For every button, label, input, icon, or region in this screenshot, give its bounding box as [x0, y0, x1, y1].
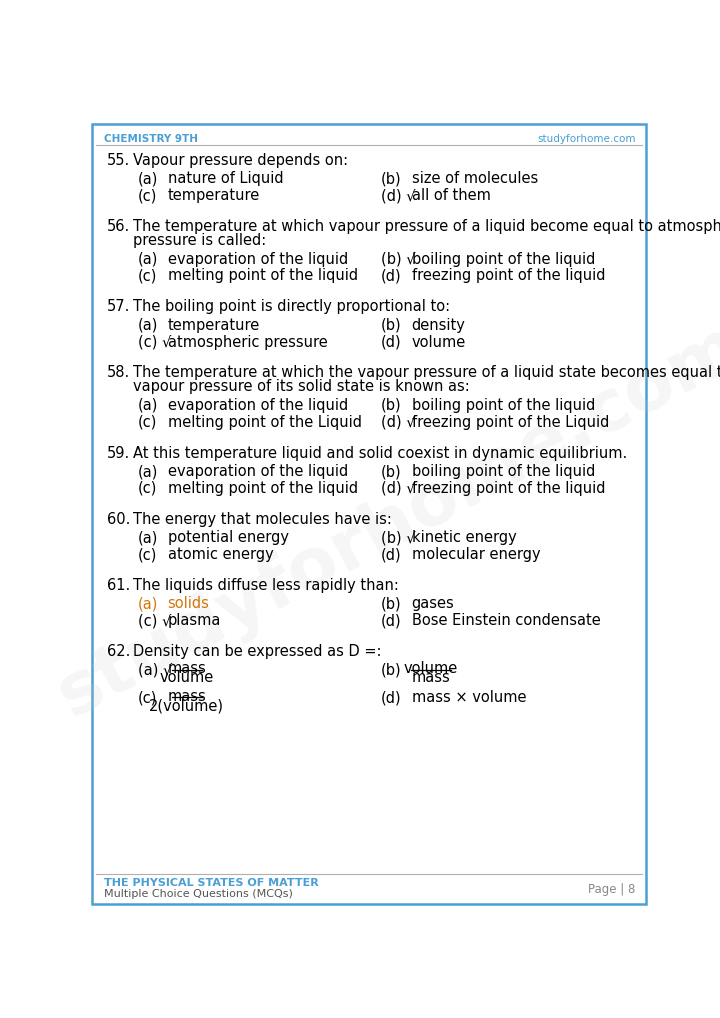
Text: kinetic energy: kinetic energy	[412, 530, 516, 546]
Text: (b): (b)	[381, 171, 401, 186]
Text: THE PHYSICAL STATES OF MATTER: THE PHYSICAL STATES OF MATTER	[104, 879, 319, 889]
Text: 59.: 59.	[107, 446, 130, 460]
Text: solids: solids	[168, 597, 210, 612]
Text: (c): (c)	[138, 188, 158, 204]
Text: (c): (c)	[138, 414, 158, 430]
Text: evaporation of the liquid: evaporation of the liquid	[168, 464, 348, 479]
Text: studyforhome.com: studyforhome.com	[46, 310, 720, 731]
Text: (d): (d)	[381, 614, 401, 628]
Text: (d) √: (d) √	[381, 414, 415, 430]
Text: melting point of the liquid: melting point of the liquid	[168, 480, 358, 496]
Text: evaporation of the liquid: evaporation of the liquid	[168, 251, 348, 267]
Text: volume: volume	[412, 335, 466, 349]
Text: (b): (b)	[381, 663, 401, 678]
Text: (d) √: (d) √	[381, 480, 415, 496]
Text: 62.: 62.	[107, 644, 130, 660]
Text: (c): (c)	[138, 548, 158, 562]
Text: (a): (a)	[138, 597, 158, 612]
Text: volume: volume	[160, 671, 214, 685]
Text: The energy that molecules have is:: The energy that molecules have is:	[132, 512, 392, 526]
Text: gases: gases	[412, 597, 454, 612]
Text: potential energy: potential energy	[168, 530, 289, 546]
Text: (b): (b)	[381, 318, 401, 333]
Text: 55.: 55.	[107, 153, 130, 168]
Text: 2(volume): 2(volume)	[149, 698, 225, 714]
Text: volume: volume	[404, 661, 458, 676]
Text: nature of Liquid: nature of Liquid	[168, 171, 283, 186]
Text: all of them: all of them	[412, 188, 490, 204]
Text: freezing point of the Liquid: freezing point of the Liquid	[412, 414, 609, 430]
Text: Page | 8: Page | 8	[588, 883, 636, 896]
Text: (a): (a)	[138, 530, 158, 546]
Text: (b): (b)	[381, 464, 401, 479]
Text: (a): (a)	[138, 398, 158, 413]
Text: (b): (b)	[381, 597, 401, 612]
Text: molecular energy: molecular energy	[412, 548, 540, 562]
Text: temperature: temperature	[168, 318, 260, 333]
Text: The liquids diffuse less rapidly than:: The liquids diffuse less rapidly than:	[132, 578, 398, 593]
Text: melting point of the Liquid: melting point of the Liquid	[168, 414, 361, 430]
Text: freezing point of the liquid: freezing point of the liquid	[412, 269, 605, 283]
Text: 56.: 56.	[107, 219, 130, 234]
Text: (d): (d)	[381, 690, 401, 705]
Text: 57.: 57.	[107, 299, 130, 315]
Text: Vapour pressure depends on:: Vapour pressure depends on:	[132, 153, 348, 168]
Text: (c) √: (c) √	[138, 335, 171, 349]
Text: (b) √: (b) √	[381, 251, 415, 267]
Text: pressure is called:: pressure is called:	[132, 233, 266, 248]
Text: atmospheric pressure: atmospheric pressure	[168, 335, 328, 349]
Text: The boiling point is directly proportional to:: The boiling point is directly proportion…	[132, 299, 450, 315]
Text: The temperature at which the vapour pressure of a liquid state becomes equal to : The temperature at which the vapour pres…	[132, 365, 720, 381]
Text: (a): (a)	[138, 171, 158, 186]
Text: (c): (c)	[138, 269, 158, 283]
Text: (c): (c)	[138, 480, 158, 496]
Text: Multiple Choice Questions (MCQs): Multiple Choice Questions (MCQs)	[104, 889, 293, 899]
Text: (b) √: (b) √	[381, 530, 415, 546]
Text: mass: mass	[412, 671, 451, 685]
Text: 61.: 61.	[107, 578, 130, 593]
Text: boiling point of the liquid: boiling point of the liquid	[412, 398, 595, 413]
Text: (b): (b)	[381, 398, 401, 413]
Text: vapour pressure of its solid state is known as:: vapour pressure of its solid state is kn…	[132, 380, 469, 394]
Text: (d) √: (d) √	[381, 188, 415, 204]
Text: CHEMISTRY 9TH: CHEMISTRY 9TH	[104, 134, 198, 145]
Text: (a): (a)	[138, 464, 158, 479]
Text: (d): (d)	[381, 335, 401, 349]
Text: 58.: 58.	[107, 365, 130, 381]
Text: temperature: temperature	[168, 188, 260, 204]
Text: (d): (d)	[381, 269, 401, 283]
Text: The temperature at which vapour pressure of a liquid become equal to atmospheric: The temperature at which vapour pressure…	[132, 219, 720, 234]
Text: atomic energy: atomic energy	[168, 548, 274, 562]
Text: freezing point of the liquid: freezing point of the liquid	[412, 480, 605, 496]
Text: density: density	[412, 318, 466, 333]
Text: plasma: plasma	[168, 614, 221, 628]
Text: Bose Einstein condensate: Bose Einstein condensate	[412, 614, 600, 628]
Text: (a) √: (a) √	[138, 663, 172, 678]
Text: (d): (d)	[381, 548, 401, 562]
Text: (a): (a)	[138, 318, 158, 333]
Text: size of molecules: size of molecules	[412, 171, 538, 186]
Text: melting point of the liquid: melting point of the liquid	[168, 269, 358, 283]
FancyBboxPatch shape	[92, 124, 646, 904]
Text: mass × volume: mass × volume	[412, 690, 526, 705]
Text: At this temperature liquid and solid coexist in dynamic equilibrium.: At this temperature liquid and solid coe…	[132, 446, 627, 460]
Text: (c): (c)	[138, 690, 158, 705]
Text: boiling point of the liquid: boiling point of the liquid	[412, 251, 595, 267]
Text: (a): (a)	[138, 251, 158, 267]
Text: mass: mass	[168, 689, 206, 703]
Text: Density can be expressed as D =:: Density can be expressed as D =:	[132, 644, 381, 660]
Text: (c) √: (c) √	[138, 614, 171, 628]
Text: boiling point of the liquid: boiling point of the liquid	[412, 464, 595, 479]
Text: mass: mass	[168, 661, 206, 676]
Text: 60.: 60.	[107, 512, 130, 526]
Text: studyforhome.com: studyforhome.com	[537, 134, 636, 145]
Text: evaporation of the liquid: evaporation of the liquid	[168, 398, 348, 413]
